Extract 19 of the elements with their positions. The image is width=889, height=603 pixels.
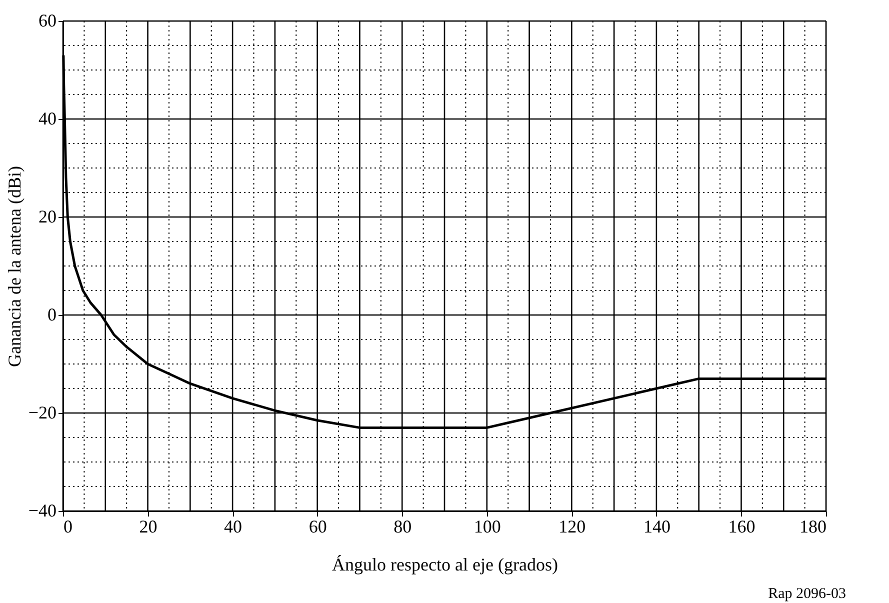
x-tick-label: 140 [643,516,670,536]
x-tick-label: 160 [728,516,756,536]
y-axis-title: Ganancia de la antena (dBi) [4,166,24,367]
x-tick-label: 40 [224,516,242,536]
y-tick-label: 0 [48,304,56,324]
x-tick-label: 60 [308,516,327,536]
y-tick-label: 60 [38,10,56,30]
x-tick-label: 80 [394,516,412,536]
x-tick-label: 0 [64,516,72,536]
x-tick-label: 120 [558,516,586,536]
y-tick-label: 40 [38,108,56,128]
text: Rap 2096-03 [768,586,846,602]
x-tick-label: 20 [139,516,158,536]
x-tick-label: 180 [800,516,826,536]
y-tick-label: −20 [28,402,56,422]
y-tick-label: 20 [38,206,56,226]
x-axis-title: Ángulo respecto al eje (grados) [332,554,558,574]
y-tick-label: −40 [28,500,56,520]
x-tick-label: 100 [474,516,501,536]
